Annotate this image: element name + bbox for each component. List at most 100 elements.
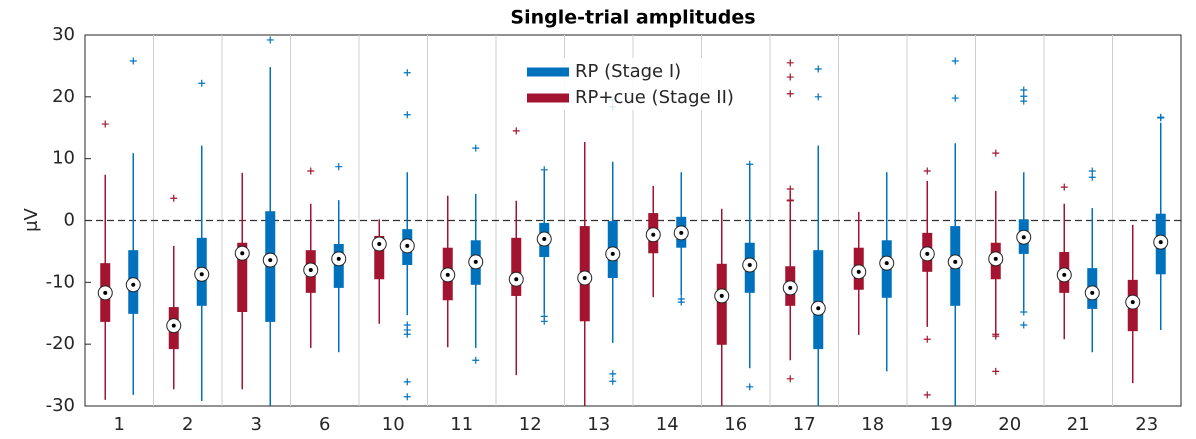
outlier — [786, 197, 794, 205]
outlier — [814, 93, 822, 101]
median-dot — [131, 282, 136, 287]
median-dot — [651, 232, 656, 237]
legend-label: RP (Stage I) — [575, 61, 681, 82]
median-dot — [405, 243, 410, 248]
outlier — [472, 356, 480, 364]
outlier — [403, 111, 411, 119]
outlier — [170, 194, 178, 202]
outlier — [746, 383, 754, 391]
median-dot — [240, 251, 245, 256]
outlier — [992, 332, 1000, 340]
x-tick-label: 6 — [319, 414, 330, 435]
outlier — [609, 370, 617, 378]
outlier — [992, 367, 1000, 375]
median-dot — [268, 258, 273, 263]
x-tick-label: 21 — [1067, 414, 1090, 435]
median-dot — [610, 251, 615, 256]
y-tick-label: 30 — [52, 24, 75, 45]
chart-title: Single-trial amplitudes — [510, 7, 755, 29]
x-tick-label: 14 — [656, 414, 679, 435]
outlier — [1020, 97, 1028, 105]
median-dot — [1062, 272, 1067, 277]
median-dot — [679, 230, 684, 235]
x-tick-label: 11 — [450, 414, 473, 435]
outlier — [101, 120, 109, 128]
outlier — [992, 149, 1000, 157]
y-tick-label: -20 — [46, 333, 75, 354]
x-tick-label: 17 — [793, 414, 816, 435]
x-tick-label: 18 — [861, 414, 884, 435]
median-dot — [1158, 240, 1163, 245]
y-tick-label: -30 — [46, 395, 75, 416]
outlier — [923, 391, 931, 399]
y-tick-label: -10 — [46, 271, 75, 292]
outlier — [1157, 114, 1165, 122]
median-dot — [308, 267, 313, 272]
outlier — [677, 298, 685, 306]
outlier — [403, 393, 411, 401]
x-tick-label: 1 — [114, 414, 125, 435]
outlier — [540, 317, 548, 325]
outlier — [786, 90, 794, 98]
outlier — [786, 185, 794, 193]
box — [813, 250, 824, 350]
outlier — [746, 160, 754, 168]
median-dot — [884, 261, 889, 266]
median-dot — [103, 290, 108, 295]
median-dot — [719, 293, 724, 298]
outlier — [786, 73, 794, 81]
median-dot — [377, 241, 382, 246]
outlier — [266, 36, 274, 44]
x-tick-label: 2 — [182, 414, 193, 435]
median-dot — [473, 259, 478, 264]
y-tick-label: 10 — [52, 148, 75, 169]
outlier — [1060, 183, 1068, 191]
outlier — [472, 144, 480, 152]
median-dot — [953, 259, 958, 264]
x-tick-label: 16 — [724, 414, 747, 435]
median-dot — [199, 272, 204, 277]
outlier — [335, 163, 343, 171]
x-tick-label: 19 — [930, 414, 953, 435]
outlier — [1020, 308, 1028, 316]
outlier — [512, 127, 520, 135]
x-tick-label: 10 — [382, 414, 405, 435]
x-tick-label: 3 — [251, 414, 262, 435]
outlier — [786, 375, 794, 383]
x-tick-label: 20 — [998, 414, 1021, 435]
outlier — [1088, 167, 1096, 175]
legend-label: RP+cue (Stage II) — [575, 87, 734, 108]
x-tick-label: 13 — [587, 414, 610, 435]
median-dot — [925, 251, 930, 256]
outlier — [923, 167, 931, 175]
outlier — [403, 378, 411, 386]
outlier — [951, 94, 959, 102]
box — [237, 242, 248, 313]
median-dot — [816, 306, 821, 311]
y-axis-label: μV — [21, 207, 42, 231]
outlier — [403, 330, 411, 338]
outlier — [403, 69, 411, 77]
outlier — [540, 166, 548, 174]
y-tick-label: 20 — [52, 86, 75, 107]
median-dot — [542, 237, 547, 242]
outlier — [923, 335, 931, 343]
outlier — [129, 57, 137, 65]
outlier — [609, 377, 617, 385]
median-dot — [747, 263, 752, 268]
box — [716, 263, 727, 345]
outlier — [951, 57, 959, 65]
y-tick-label: 0 — [64, 210, 75, 231]
outlier — [786, 59, 794, 67]
outlier — [307, 167, 315, 175]
median-dot — [1090, 290, 1095, 295]
x-tick-label: 23 — [1135, 414, 1158, 435]
median-dot — [514, 277, 519, 282]
box — [511, 237, 522, 296]
median-dot — [582, 276, 587, 281]
box — [374, 235, 385, 280]
median-dot — [856, 269, 861, 274]
outlier — [198, 79, 206, 87]
median-dot — [1130, 300, 1135, 305]
